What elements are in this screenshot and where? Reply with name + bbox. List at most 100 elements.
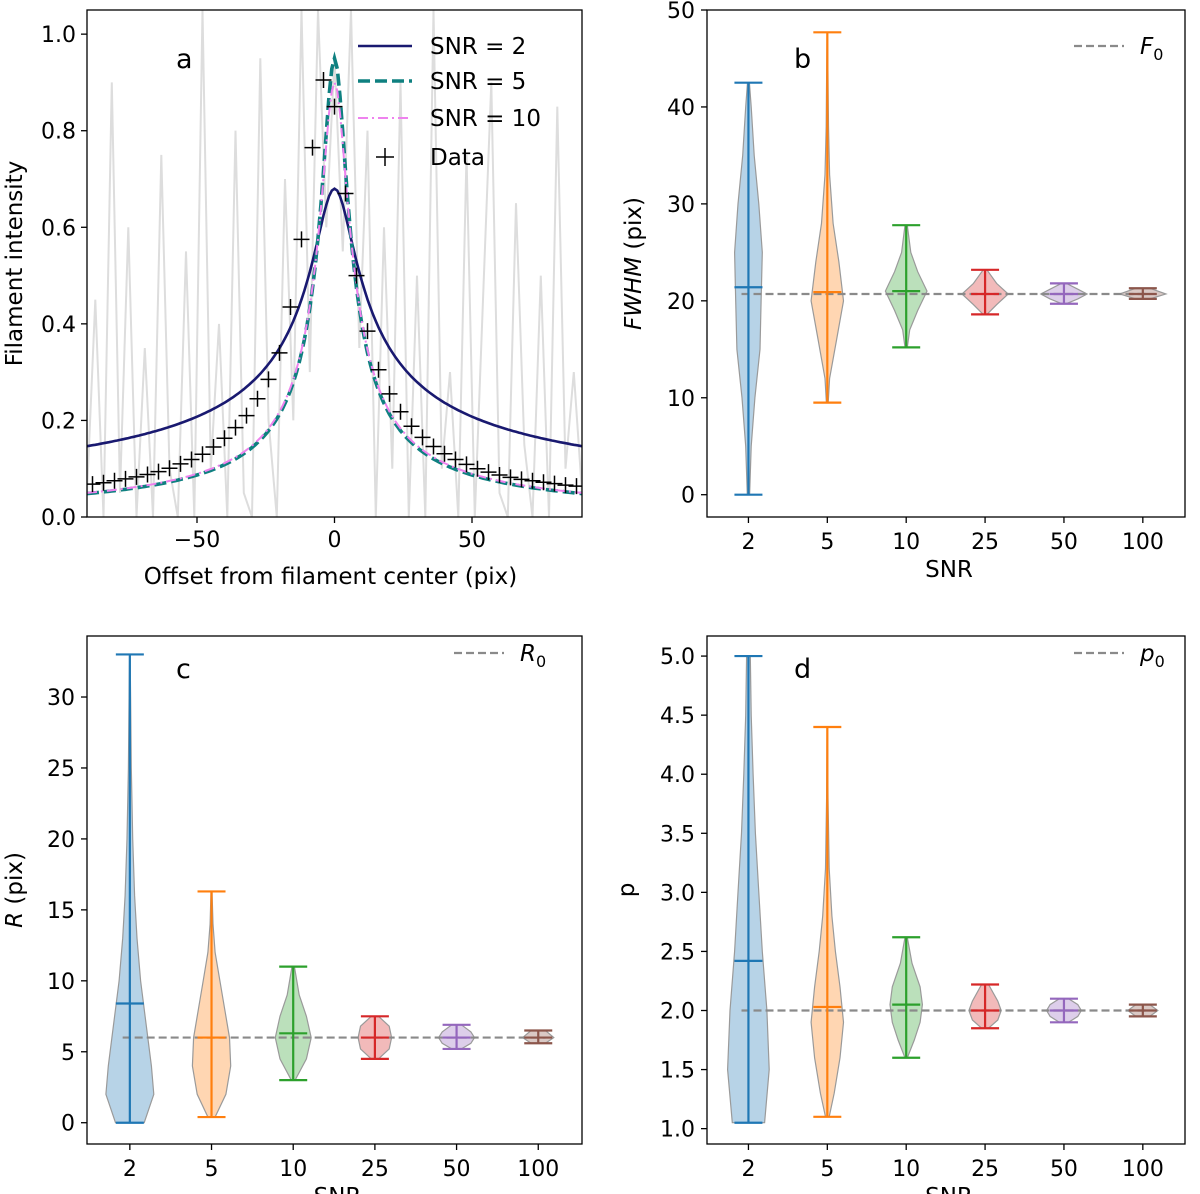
series-line-snr-0 [87, 187, 582, 448]
axes-frame [706, 9, 1186, 518]
y-tick-label: 4.5 [660, 704, 695, 729]
y-tick-label: 3.0 [660, 881, 695, 906]
data-point [337, 185, 354, 202]
legend-label: p0 [1139, 641, 1165, 671]
data-point [359, 323, 376, 340]
panel-c: 25102550100051015202530SNRR (pix)cR0 [2, 635, 583, 1194]
y-tick-label: 30 [667, 193, 695, 218]
panel-d: 251025501001.01.52.02.53.03.54.04.55.0SN… [614, 635, 1186, 1194]
legend-symbol: R [520, 641, 536, 667]
y-tick-label: 1.5 [660, 1059, 695, 1084]
x-tick-label: 25 [361, 1157, 389, 1182]
x-tick-label: 50 [458, 528, 486, 553]
panel-label: d [794, 654, 811, 685]
data-point [326, 98, 343, 115]
data-point [205, 438, 222, 455]
data-point [282, 298, 299, 315]
legend-label: SNR = 2 [430, 34, 526, 60]
legend-label: SNR = 10 [430, 106, 541, 132]
y-tick-label: 1.0 [41, 23, 76, 48]
data-point [150, 463, 167, 480]
x-tick-label: 2 [741, 1157, 755, 1182]
x-tick-label: 10 [892, 530, 920, 555]
legend-label: F0 [1140, 34, 1163, 64]
y-tick-label: 0.4 [41, 313, 76, 338]
data-point [436, 445, 453, 462]
legend-swatch [376, 148, 394, 166]
y-tick-label: 15 [47, 899, 75, 924]
data-point [315, 72, 332, 89]
y-tick-label: 20 [667, 290, 695, 315]
data-point [227, 419, 244, 436]
data-point [106, 472, 123, 489]
data-point [370, 361, 387, 378]
data-point [502, 469, 519, 486]
x-axis-label: SNR [925, 1184, 973, 1194]
y-tick-label: 2.5 [660, 940, 695, 965]
y-tick-label: 4.0 [660, 763, 695, 788]
axes-frame [706, 635, 1186, 1145]
y-axis-label-unit: (pix) [621, 197, 647, 257]
y-axis-label: FWHM (pix) [621, 197, 647, 330]
x-axis-label: Offset from filament center (pix) [144, 564, 518, 590]
data-point [535, 474, 552, 491]
panel-a: −50 0 50 0.0 0.2 0.4 0.6 0.8 1.0 Offset from fila… [2, 9, 583, 590]
y-tick-label: 0 [681, 484, 695, 509]
data-point [293, 231, 310, 248]
x-axis-label: SNR [314, 1184, 362, 1194]
legend-symbol: F [1140, 34, 1154, 60]
data-point [271, 344, 288, 361]
data-point [249, 390, 266, 407]
data-point [513, 471, 530, 488]
y-tick-label: 5.0 [660, 645, 695, 670]
plot-area-a [87, 10, 582, 517]
data-point [381, 385, 398, 402]
data-point [403, 418, 420, 435]
data-point [447, 451, 464, 468]
x-tick-label: 25 [971, 1157, 999, 1182]
x-tick-label: 10 [892, 1157, 920, 1182]
data-point [480, 464, 497, 481]
x-tick-label: 10 [279, 1157, 307, 1182]
data-point [557, 477, 574, 494]
data-point [172, 455, 189, 472]
y-tick-label: 40 [667, 96, 695, 121]
y-tick-label: 0.2 [41, 409, 76, 434]
y-axis-label-unit: (pix) [2, 852, 28, 912]
data-point [469, 460, 486, 477]
data-point [414, 429, 431, 446]
y-tick-label: 3.5 [660, 822, 695, 847]
y-tick-label: 0.0 [41, 506, 76, 531]
panel-label: c [176, 654, 191, 685]
legend: F0 [1074, 34, 1163, 64]
data-point [139, 466, 156, 483]
legend-symbol: p [1139, 641, 1155, 667]
legend-label: R0 [520, 641, 546, 671]
x-tick-label: 0 [328, 528, 342, 553]
legend: R0 [454, 641, 546, 671]
data-point [348, 267, 365, 284]
y-tick-label: 25 [47, 757, 75, 782]
panel-label: b [794, 44, 811, 75]
data-point [161, 460, 178, 477]
x-tick-label: 5 [820, 530, 834, 555]
axes-frame [86, 635, 583, 1145]
y-tick-label: 20 [47, 828, 75, 853]
legend-label: SNR = 5 [430, 69, 526, 95]
data-point [260, 371, 277, 388]
data-point [458, 456, 475, 473]
x-tick-label: 100 [1122, 530, 1164, 555]
legend-subscript: 0 [1153, 45, 1163, 64]
y-tick-label: 10 [47, 970, 75, 995]
data-point [117, 470, 134, 487]
x-tick-label: −50 [174, 528, 220, 553]
legend-label: Data [430, 145, 485, 171]
legend-subscript: 0 [536, 652, 546, 671]
y-tick-label: 2.0 [660, 1000, 695, 1025]
x-tick-label: 5 [205, 1157, 219, 1182]
y-axis-label: p [614, 883, 640, 898]
y-tick-label: 1.0 [660, 1118, 695, 1143]
y-tick-label: 50 [667, 0, 695, 24]
data-point [304, 139, 321, 156]
